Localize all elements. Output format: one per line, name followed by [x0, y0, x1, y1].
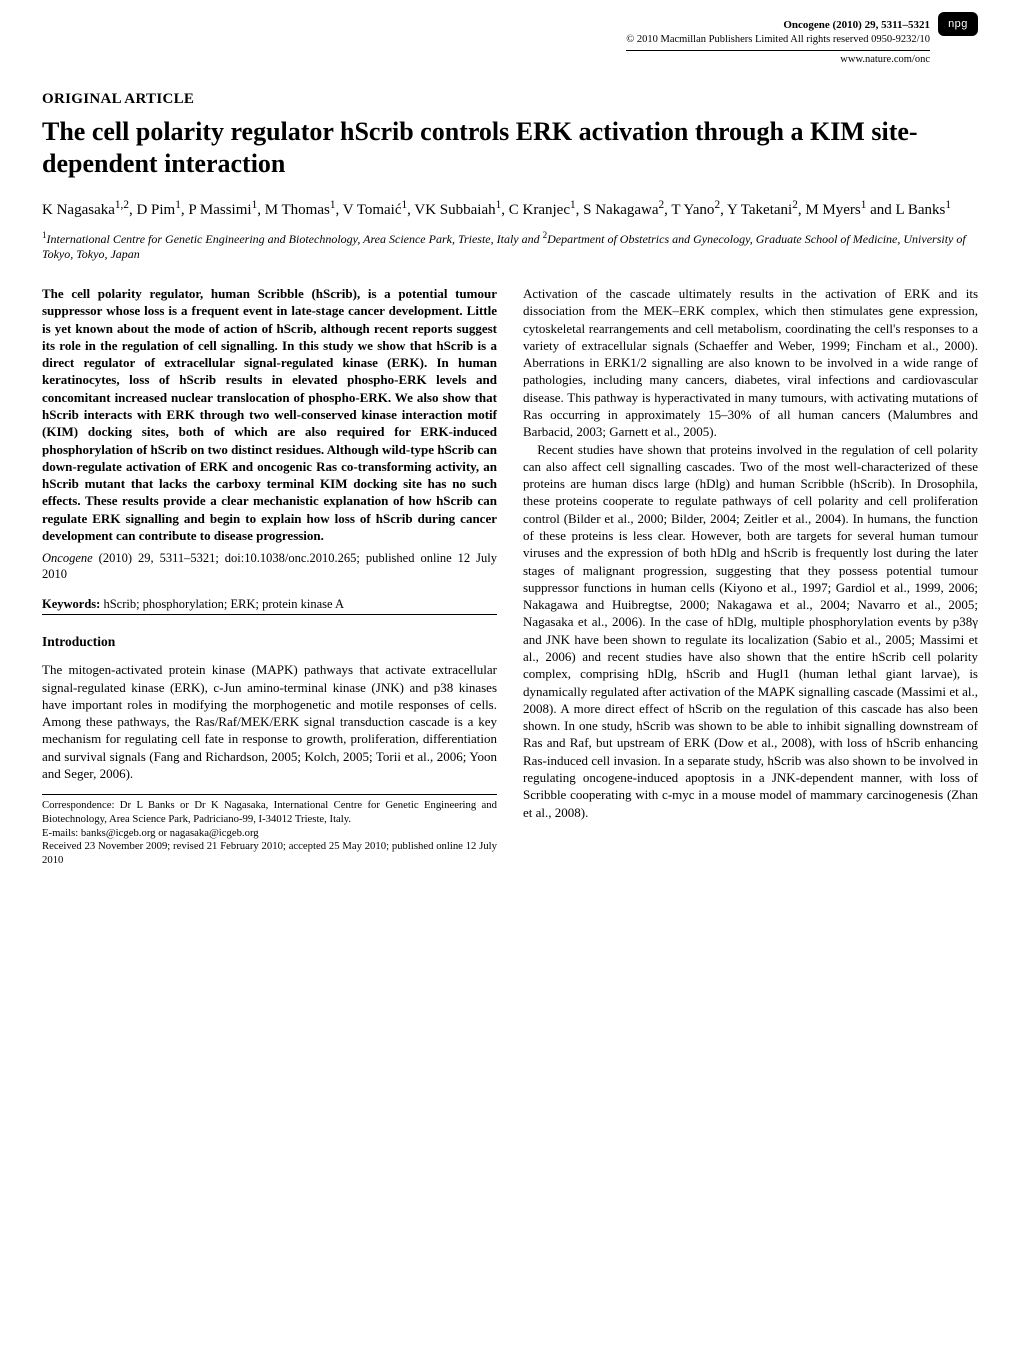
journal-url: www.nature.com/onc	[626, 53, 930, 67]
correspondence-emails: E-mails: banks@icgeb.org or nagasaka@icg…	[42, 827, 497, 841]
keywords-label: Keywords:	[42, 597, 100, 611]
right-column: Activation of the cascade ultimately res…	[523, 285, 978, 868]
header-meta: Oncogene (2010) 29, 5311–5321 © 2010 Mac…	[626, 18, 978, 67]
citation-line: Oncogene (2010) 29, 5311–5321; doi:10.10…	[42, 550, 497, 582]
correspondence-rule	[42, 794, 497, 795]
received-dates: Received 23 November 2009; revised 21 Fe…	[42, 840, 497, 867]
affiliations: 1International Centre for Genetic Engine…	[42, 232, 978, 263]
citation-rest: (2010) 29, 5311–5321; doi:10.1038/onc.20…	[42, 551, 497, 581]
article-type: ORIGINAL ARTICLE	[42, 91, 978, 108]
citation-journal: Oncogene	[42, 551, 93, 565]
abstract-text: The cell polarity regulator, human Scrib…	[42, 285, 497, 544]
keywords-block: Keywords: hScrib; phosphorylation; ERK; …	[42, 596, 497, 615]
correspondence-block: Correspondence: Dr L Banks or Dr K Nagas…	[42, 799, 497, 867]
header-rule	[626, 50, 930, 51]
page-header: Oncogene (2010) 29, 5311–5321 © 2010 Mac…	[0, 0, 1020, 73]
keywords-rule	[42, 614, 497, 615]
intro-paragraph-1: The mitogen-activated protein kinase (MA…	[42, 661, 497, 782]
correspondence-address: Correspondence: Dr L Banks or Dr K Nagas…	[42, 799, 497, 826]
author-list: K Nagasaka1,2, D Pim1, P Massimi1, M Tho…	[42, 200, 978, 220]
keywords-list: hScrib; phosphorylation; ERK; protein ki…	[100, 597, 344, 611]
copyright-line: © 2010 Macmillan Publishers Limited All …	[626, 33, 930, 47]
left-column: The cell polarity regulator, human Scrib…	[42, 285, 497, 868]
article-title: The cell polarity regulator hScrib contr…	[42, 116, 978, 179]
two-column-body: The cell polarity regulator, human Scrib…	[0, 285, 1020, 868]
body-paragraph-2: Recent studies have shown that proteins …	[523, 441, 978, 821]
body-paragraph-1: Activation of the cascade ultimately res…	[523, 285, 978, 441]
journal-reference: Oncogene (2010) 29, 5311–5321	[626, 18, 930, 33]
npg-badge-icon: npg	[938, 12, 978, 36]
introduction-heading: Introduction	[42, 633, 497, 651]
